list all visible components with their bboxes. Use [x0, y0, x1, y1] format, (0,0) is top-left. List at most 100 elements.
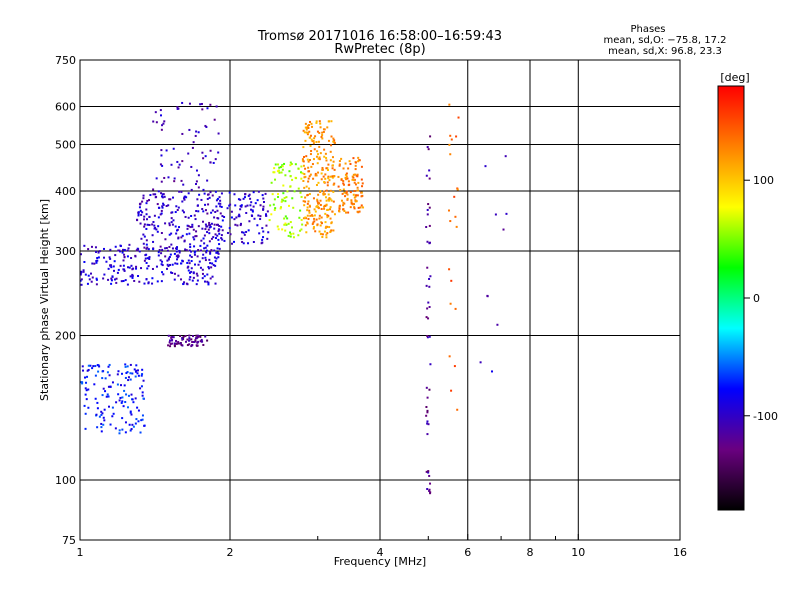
data-point	[323, 230, 326, 233]
data-point	[122, 248, 125, 251]
data-point	[306, 209, 309, 212]
data-point	[161, 195, 164, 198]
data-point	[184, 335, 187, 338]
data-point	[323, 148, 326, 151]
data-point	[280, 200, 283, 203]
data-point	[155, 265, 158, 268]
data-point	[326, 225, 329, 228]
x-tick-label: 16	[673, 546, 687, 559]
data-point	[101, 370, 104, 373]
data-point	[285, 196, 288, 199]
data-point	[135, 364, 138, 367]
data-point	[338, 160, 341, 163]
data-point	[270, 213, 273, 216]
data-point	[333, 182, 336, 185]
data-point	[196, 255, 199, 258]
data-point	[270, 181, 273, 184]
data-point	[427, 317, 430, 320]
data-point	[197, 186, 200, 189]
data-point	[203, 242, 206, 245]
data-point	[204, 223, 207, 226]
data-point	[168, 198, 171, 201]
data-point	[318, 131, 321, 134]
data-point	[174, 225, 177, 228]
y-tick-label: 300	[55, 245, 76, 258]
data-point	[317, 157, 320, 160]
data-point	[190, 260, 193, 263]
data-point	[186, 261, 189, 264]
data-point	[259, 204, 262, 207]
data-point	[197, 248, 200, 251]
data-point	[228, 204, 231, 207]
data-point	[356, 210, 359, 213]
data-point	[426, 213, 429, 216]
colorbar-tick-label: -100	[753, 410, 778, 423]
data-point	[218, 247, 221, 250]
data-point	[103, 273, 106, 276]
data-point	[136, 219, 139, 222]
data-point	[139, 387, 142, 390]
y-tick-label: 500	[55, 139, 76, 152]
data-point	[157, 254, 160, 257]
data-point	[274, 207, 277, 210]
data-point	[316, 198, 319, 201]
data-point	[324, 221, 327, 224]
data-point	[170, 163, 173, 166]
data-point	[155, 121, 158, 124]
data-point	[193, 341, 196, 344]
data-point	[193, 245, 196, 248]
data-point	[186, 344, 189, 347]
data-point	[271, 193, 274, 196]
data-point	[160, 232, 163, 235]
data-point	[337, 185, 340, 188]
data-point	[240, 237, 243, 240]
data-point	[203, 247, 206, 250]
data-point	[110, 264, 113, 267]
data-point	[140, 374, 143, 377]
data-point	[354, 164, 357, 167]
data-point	[453, 365, 456, 368]
data-point	[168, 233, 171, 236]
data-point	[247, 229, 250, 232]
data-point	[426, 433, 429, 436]
data-point	[130, 428, 133, 431]
data-point	[177, 254, 180, 257]
data-point	[121, 251, 124, 254]
data-point	[204, 335, 207, 338]
data-point	[219, 205, 222, 208]
data-point	[277, 193, 280, 196]
data-point	[306, 222, 309, 225]
data-point	[250, 214, 253, 217]
data-point	[321, 233, 324, 236]
data-point	[449, 153, 452, 156]
data-point	[195, 337, 198, 340]
data-point	[134, 422, 137, 425]
data-point	[300, 177, 303, 180]
data-point	[203, 280, 206, 283]
data-point	[358, 159, 361, 162]
data-point	[342, 183, 345, 186]
data-point	[204, 155, 207, 158]
data-point	[254, 202, 257, 205]
data-point	[323, 181, 326, 184]
data-point	[354, 199, 357, 202]
data-point	[340, 157, 343, 160]
data-point	[248, 193, 251, 196]
data-point	[361, 194, 364, 197]
data-point	[502, 228, 505, 231]
data-point	[188, 262, 191, 265]
data-point	[168, 224, 171, 227]
data-point	[90, 245, 93, 248]
data-point	[160, 252, 163, 255]
data-point	[201, 277, 204, 280]
data-point	[119, 396, 122, 399]
data-point	[205, 126, 208, 129]
data-point	[193, 214, 196, 217]
data-point	[328, 226, 331, 229]
data-point	[173, 177, 176, 180]
data-point	[316, 205, 319, 208]
data-point	[426, 420, 429, 423]
data-point	[87, 274, 90, 277]
data-point	[321, 168, 324, 171]
data-point	[138, 206, 141, 209]
